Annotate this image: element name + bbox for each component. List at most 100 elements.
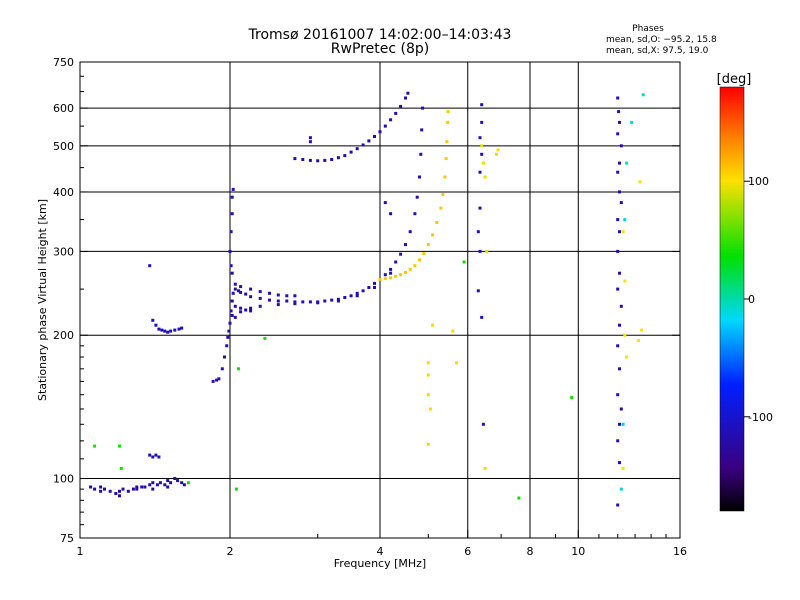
data-point bbox=[418, 258, 421, 262]
y-tick-label: 200 bbox=[53, 329, 74, 342]
data-point bbox=[383, 124, 387, 128]
chart-subtitle: RwPretec (8p) bbox=[331, 41, 429, 57]
data-point bbox=[276, 299, 280, 303]
data-point bbox=[355, 147, 359, 151]
data-point bbox=[478, 170, 482, 174]
data-point bbox=[131, 487, 135, 491]
data-point bbox=[230, 299, 234, 303]
data-point bbox=[258, 304, 262, 308]
data-points bbox=[89, 91, 645, 507]
data-point bbox=[249, 309, 253, 313]
data-point bbox=[249, 295, 253, 299]
data-point bbox=[355, 291, 359, 295]
data-point bbox=[420, 128, 424, 132]
data-point bbox=[422, 252, 426, 255]
data-point bbox=[308, 140, 312, 144]
y-tick-label: 400 bbox=[53, 186, 74, 199]
data-point bbox=[234, 487, 238, 491]
data-point bbox=[373, 135, 376, 138]
data-point bbox=[367, 286, 371, 289]
data-point bbox=[426, 373, 430, 377]
y-axis-label: Stationary phase Virtual Height [km] bbox=[36, 199, 49, 401]
data-point bbox=[619, 407, 623, 411]
data-point bbox=[135, 487, 139, 491]
chart-title: Tromsø 20161007 14:02:00–14:03:43 bbox=[248, 27, 512, 43]
data-point bbox=[616, 132, 620, 136]
data-point bbox=[435, 221, 439, 224]
data-point bbox=[618, 323, 621, 327]
data-point bbox=[408, 230, 412, 234]
data-point bbox=[426, 243, 430, 247]
data-point bbox=[308, 158, 312, 162]
data-point bbox=[135, 485, 139, 489]
data-point bbox=[244, 292, 248, 296]
data-point bbox=[118, 444, 121, 448]
colorbar bbox=[719, 86, 745, 512]
data-point bbox=[630, 120, 634, 124]
data-point bbox=[163, 483, 167, 487]
data-point bbox=[399, 252, 403, 256]
data-point bbox=[619, 487, 623, 491]
data-point bbox=[446, 110, 450, 114]
data-point bbox=[99, 485, 103, 489]
data-point bbox=[237, 289, 240, 293]
data-point bbox=[383, 273, 387, 277]
data-point bbox=[451, 329, 455, 333]
data-point bbox=[263, 336, 267, 340]
data-point bbox=[151, 318, 155, 322]
data-point bbox=[99, 489, 103, 493]
data-point bbox=[258, 296, 262, 300]
data-point bbox=[276, 303, 280, 307]
data-point bbox=[619, 201, 623, 205]
data-point bbox=[485, 249, 489, 253]
data-point bbox=[399, 273, 403, 277]
data-point bbox=[640, 328, 644, 332]
data-point bbox=[108, 489, 112, 493]
data-point bbox=[143, 485, 147, 489]
data-point bbox=[426, 393, 430, 397]
data-point bbox=[140, 485, 144, 489]
data-point bbox=[361, 289, 365, 293]
data-point bbox=[301, 300, 305, 304]
data-point bbox=[349, 294, 353, 298]
data-point bbox=[616, 439, 620, 443]
data-point bbox=[223, 355, 226, 359]
data-point bbox=[444, 157, 448, 161]
data-point bbox=[166, 479, 170, 483]
data-point bbox=[641, 93, 645, 97]
colorbar-tick-label: -100 bbox=[748, 411, 773, 424]
data-point bbox=[462, 260, 466, 264]
data-point bbox=[616, 96, 620, 100]
data-point bbox=[249, 306, 253, 310]
data-point bbox=[621, 422, 625, 426]
x-tick-label: 16 bbox=[673, 545, 687, 558]
data-point bbox=[118, 494, 121, 498]
legend-line-x: mean, sd,X: 97.5, 19.0 bbox=[606, 46, 709, 56]
data-point bbox=[415, 195, 419, 199]
data-point bbox=[258, 290, 262, 294]
data-point bbox=[230, 314, 234, 317]
data-point bbox=[418, 175, 421, 179]
colorbar-tick-label: 0 bbox=[748, 293, 755, 306]
data-point bbox=[389, 212, 393, 216]
data-point bbox=[483, 175, 487, 179]
data-point bbox=[293, 302, 297, 306]
data-point bbox=[154, 323, 158, 327]
data-point bbox=[619, 144, 623, 148]
data-point bbox=[157, 455, 161, 459]
data-point bbox=[233, 304, 237, 308]
data-point bbox=[616, 218, 620, 222]
data-point bbox=[119, 466, 123, 470]
data-point bbox=[230, 195, 234, 199]
data-point bbox=[160, 328, 164, 332]
data-point bbox=[404, 96, 407, 100]
data-point bbox=[148, 264, 152, 268]
data-point bbox=[186, 481, 190, 485]
data-point bbox=[361, 143, 365, 147]
data-point bbox=[480, 315, 484, 319]
data-point bbox=[636, 339, 640, 342]
data-point bbox=[173, 477, 177, 480]
data-point bbox=[316, 301, 320, 305]
x-axis-label: Frequency [MHz] bbox=[334, 557, 426, 570]
